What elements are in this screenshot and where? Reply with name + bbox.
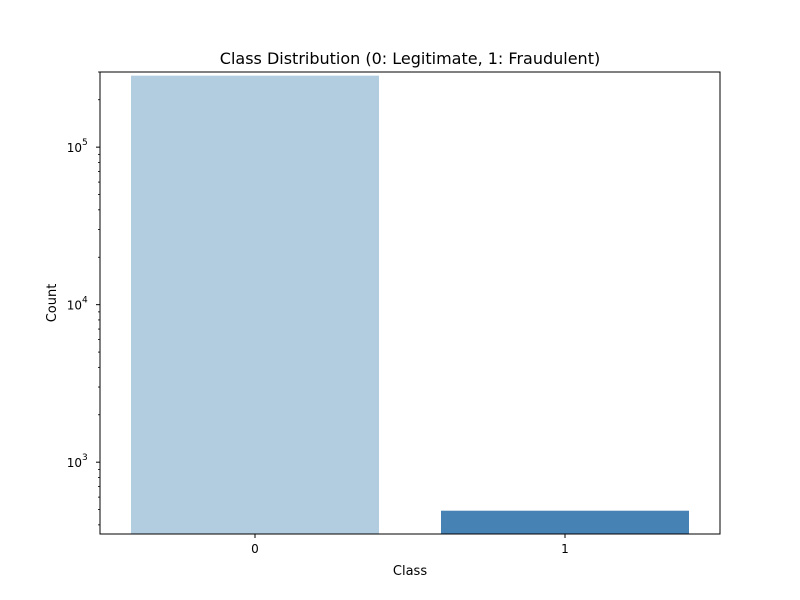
y-tick-label: 10 bbox=[67, 299, 82, 313]
y-tick-exponent: 5 bbox=[82, 138, 88, 148]
y-tick-exponent: 4 bbox=[82, 296, 88, 306]
y-axis-label: Count bbox=[45, 284, 60, 323]
x-tick-label: 1 bbox=[561, 542, 569, 556]
bar-class-0 bbox=[131, 75, 379, 534]
plot-frame bbox=[99, 71, 721, 535]
y-tick-label: 10 bbox=[67, 141, 82, 155]
chart-title: Class Distribution (0: Legitimate, 1: Fr… bbox=[220, 49, 600, 68]
x-axis-label: Class bbox=[393, 564, 427, 579]
x-tick-label: 0 bbox=[251, 542, 259, 556]
y-tick-exponent: 3 bbox=[82, 453, 88, 463]
y-tick-label: 10 bbox=[67, 456, 82, 470]
bar-class-1 bbox=[441, 510, 689, 534]
bars-group bbox=[131, 75, 689, 534]
